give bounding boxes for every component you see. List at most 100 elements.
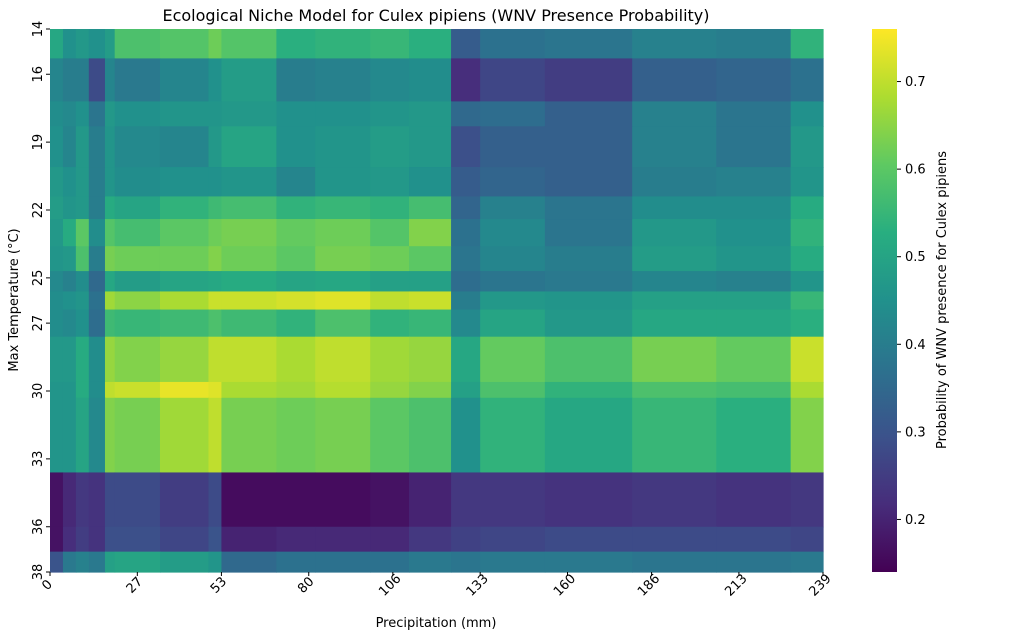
heatmap-cell [276, 336, 316, 383]
heatmap-cell [716, 126, 792, 168]
heatmap-cell [544, 101, 633, 127]
heatmap-cell [451, 219, 481, 247]
heatmap-cell [75, 397, 90, 474]
x-tick-label: 213 [722, 571, 750, 599]
heatmap-cell [276, 101, 316, 127]
heatmap-cell [104, 219, 116, 247]
heatmap-cell [790, 246, 824, 272]
heatmap-cell [790, 381, 824, 399]
heatmap-cell [208, 29, 223, 60]
heatmap-cell [114, 271, 161, 293]
heatmap-cell [50, 126, 64, 168]
heatmap-cell [62, 397, 77, 474]
heatmap-cell [370, 291, 410, 311]
heatmap-cell [544, 219, 633, 247]
heatmap-cell [451, 472, 481, 528]
heatmap-cell [315, 29, 371, 60]
heatmap-cell [409, 526, 452, 553]
heatmap-cell [544, 167, 633, 198]
heatmap-cell [632, 167, 717, 198]
heatmap-cell [221, 309, 277, 338]
heatmap-cell [716, 29, 792, 60]
heatmap-cell [276, 196, 316, 220]
heatmap-cell [88, 381, 106, 399]
heatmap-cell [104, 381, 116, 399]
heatmap-cell [276, 58, 316, 102]
heatmap-cell [716, 219, 792, 247]
heatmap-cell [480, 29, 546, 60]
heatmap-cell [75, 29, 90, 60]
heatmap-cell [409, 58, 452, 102]
heatmap-cell [159, 336, 210, 383]
heatmap-cell [544, 29, 633, 60]
heatmap-cell [114, 381, 161, 399]
colorbar-axis: 0.2 0.3 0.4 0.5 0.6 0.7 [897, 75, 926, 528]
heatmap-cell [544, 271, 633, 293]
heatmap-cell [544, 336, 633, 383]
heatmap-cell [208, 397, 223, 474]
heatmap-cell [632, 336, 717, 383]
heatmap-cell [716, 291, 792, 311]
y-tick-label: 14 [31, 21, 46, 38]
heatmap-cell [104, 58, 116, 102]
heatmap-cell [480, 381, 546, 399]
heatmap-cell [451, 58, 481, 102]
heatmap-cell [221, 29, 277, 60]
heatmap-cell [480, 126, 546, 168]
y-tick-label: 33 [31, 451, 46, 468]
heatmap-cell [480, 291, 546, 311]
heatmap-cell [315, 309, 371, 338]
heatmap-cell [159, 472, 210, 528]
heatmap-cell [276, 397, 316, 474]
heatmap-cell [544, 246, 633, 272]
heatmap-cell [88, 526, 106, 553]
heatmap-cell [409, 126, 452, 168]
y-tick-label: 38 [31, 564, 46, 581]
heatmap-cell [790, 29, 824, 60]
heatmap-cell [370, 271, 410, 293]
heatmap-cell [409, 472, 452, 528]
heatmap-cell [370, 167, 410, 198]
heatmap-cell [114, 526, 161, 553]
heatmap-cell [480, 219, 546, 247]
y-axis-label: Max Temperature (°C) [7, 228, 22, 371]
heatmap-cell [88, 219, 106, 247]
heatmap-cell [221, 472, 277, 528]
heatmap-cell [114, 291, 161, 311]
heatmap-cell [104, 246, 116, 272]
heatmap-cell [159, 271, 210, 293]
heatmap-cell [451, 291, 481, 311]
heatmap-cell [75, 126, 90, 168]
heatmap-cell [88, 472, 106, 528]
heatmap-cell [790, 291, 824, 311]
heatmap-cell [88, 29, 106, 60]
heatmap-cell [88, 196, 106, 220]
heatmap-cell [114, 309, 161, 338]
heatmap-cell [370, 336, 410, 383]
heatmap-cell [315, 526, 371, 553]
heatmap-cell [221, 219, 277, 247]
heatmap-cell [221, 291, 277, 311]
heatmap-cell [62, 29, 77, 60]
heatmap-cell [632, 219, 717, 247]
colorbar-tick-label: 0.4 [905, 338, 926, 353]
heatmap-cell [88, 309, 106, 338]
heatmap-cell [88, 291, 106, 311]
heatmap-cell [544, 126, 633, 168]
heatmap-cell [88, 336, 106, 383]
heatmap-cell [370, 219, 410, 247]
heatmap-cell [50, 271, 64, 293]
heatmap-cell [62, 196, 77, 220]
heatmap-cell [104, 526, 116, 553]
heatmap-cell [75, 101, 90, 127]
heatmap-cell [716, 397, 792, 474]
heatmap-cell [114, 472, 161, 528]
heatmap-cell [159, 219, 210, 247]
heatmap-cell [632, 381, 717, 399]
heatmap-cell [276, 167, 316, 198]
heatmap-cell [370, 397, 410, 474]
heatmap-cell [62, 472, 77, 528]
heatmap-cell [88, 58, 106, 102]
heatmap-cell [159, 246, 210, 272]
heatmap-cell [208, 271, 223, 293]
